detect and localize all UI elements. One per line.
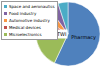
html-text:Food industry: Food industry: [9, 11, 37, 16]
html-text:Medical devices: Medical devices: [9, 25, 41, 30]
html-text:Microelectronics: Microelectronics: [9, 32, 42, 37]
svg-text:Pharmacy: Pharmacy: [71, 34, 96, 41]
html-text:Automotive industry: Automotive industry: [9, 18, 50, 23]
svg-text:TWI: TWI: [57, 31, 67, 37]
html-text:Space and aeronautics: Space and aeronautics: [9, 4, 55, 9]
